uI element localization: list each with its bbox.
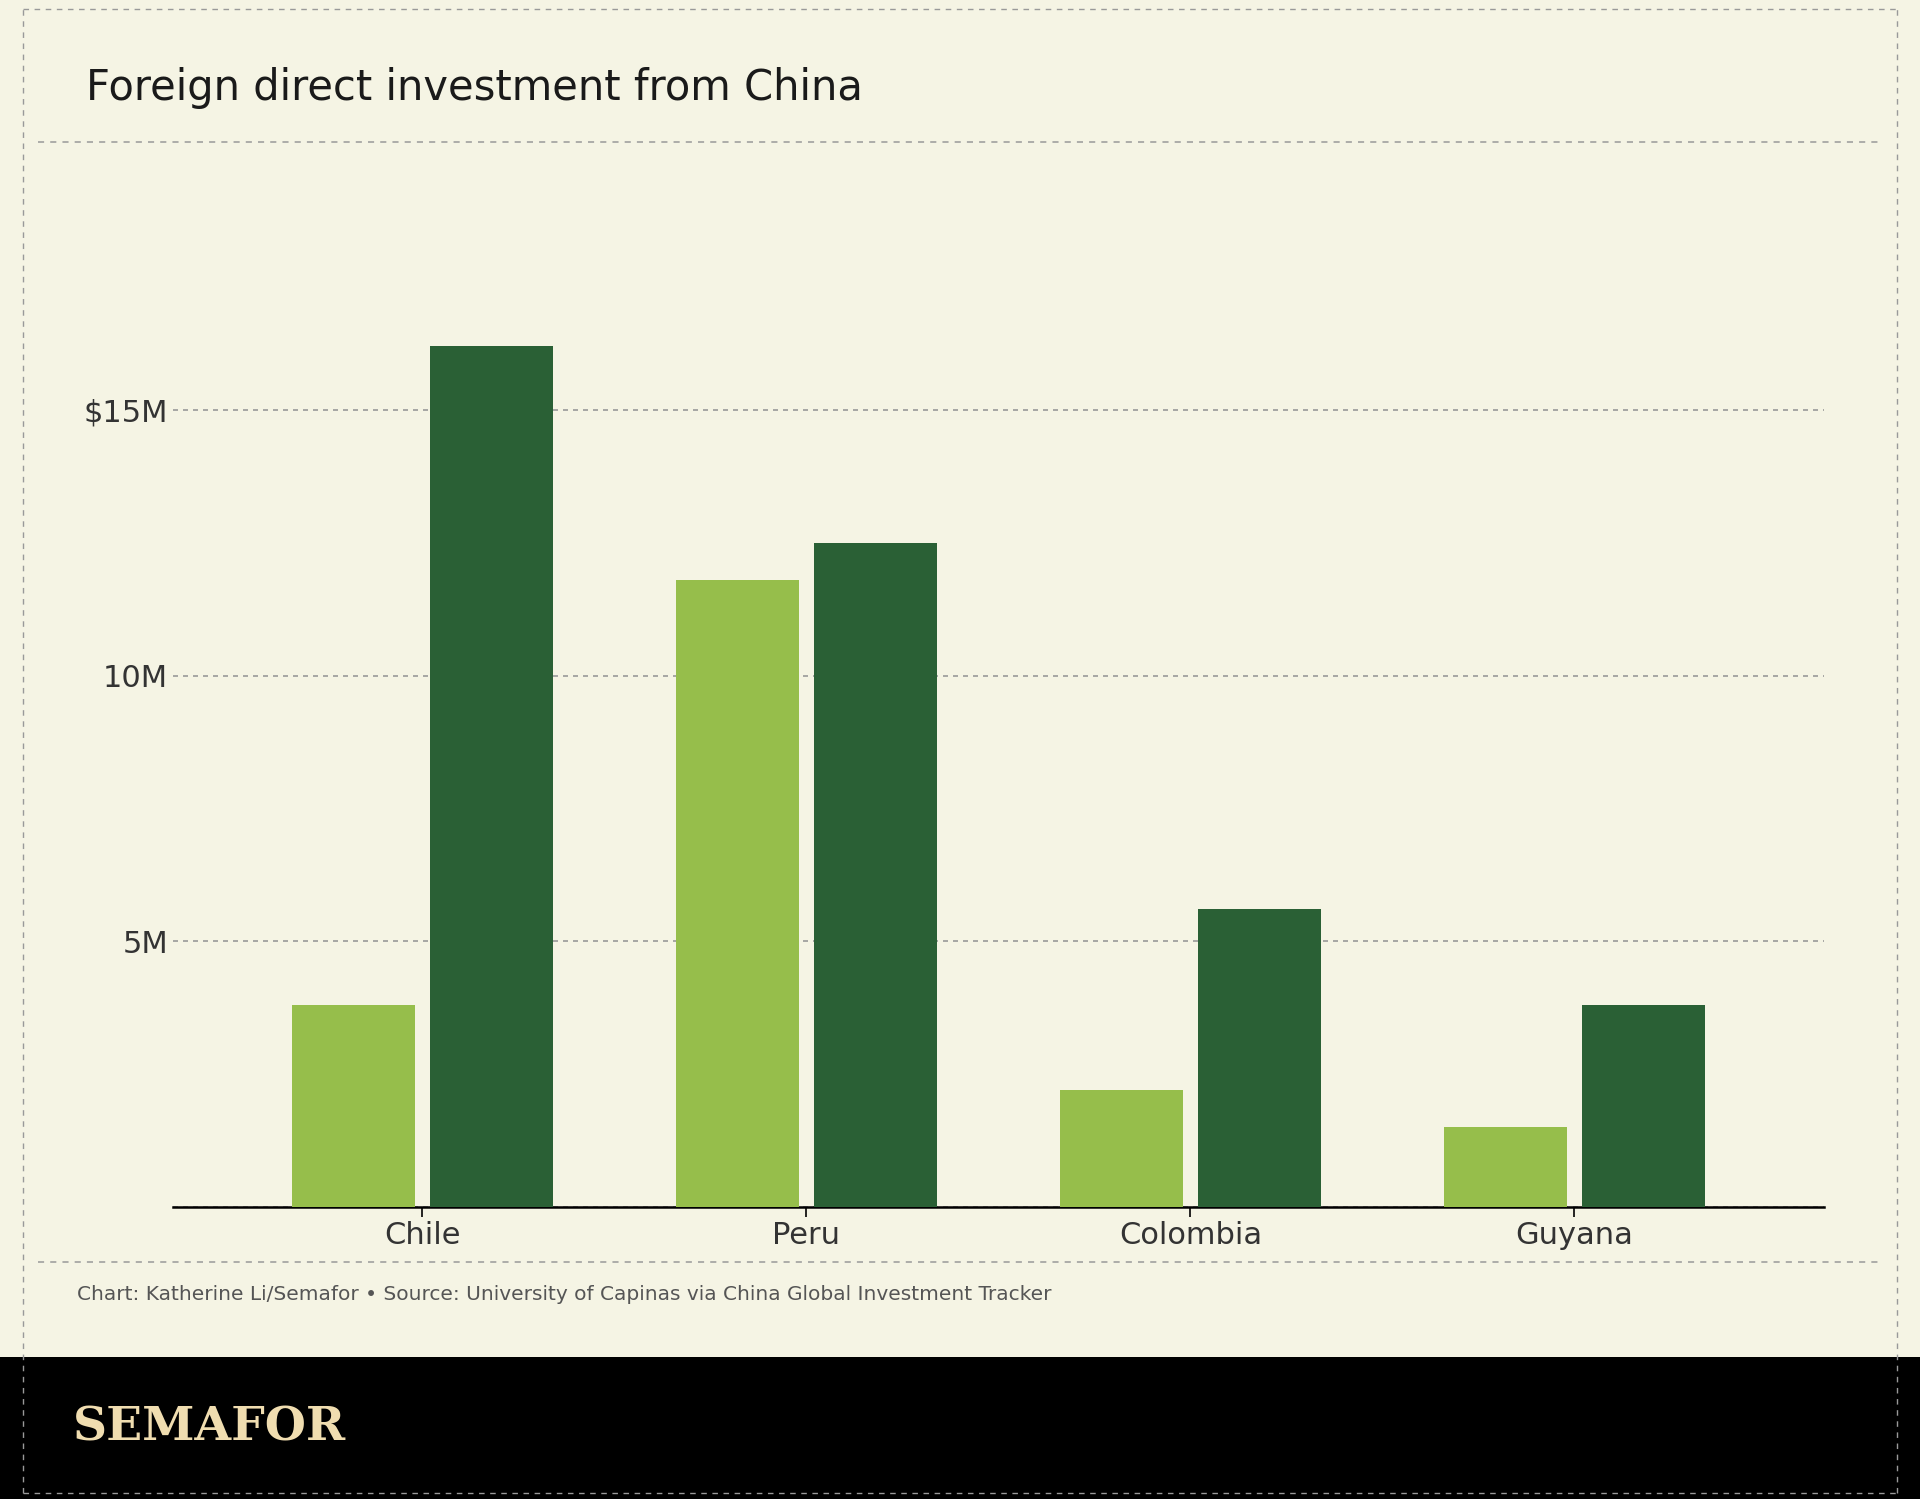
Bar — [814, 543, 937, 1207]
Bar — [1444, 1127, 1567, 1207]
Text: SEMAFOR: SEMAFOR — [73, 1405, 346, 1451]
Text: Chart: Katherine Li/Semafor • Source: University of Capinas via China Global Inv: Chart: Katherine Li/Semafor • Source: Un… — [77, 1285, 1052, 1304]
Text: Foreign direct investment from China: Foreign direct investment from China — [86, 67, 864, 109]
Bar — [676, 580, 799, 1207]
Bar — [1198, 910, 1321, 1207]
Bar — [430, 346, 553, 1207]
Bar — [292, 1004, 415, 1207]
Bar — [1582, 1004, 1705, 1207]
Bar — [1060, 1090, 1183, 1207]
